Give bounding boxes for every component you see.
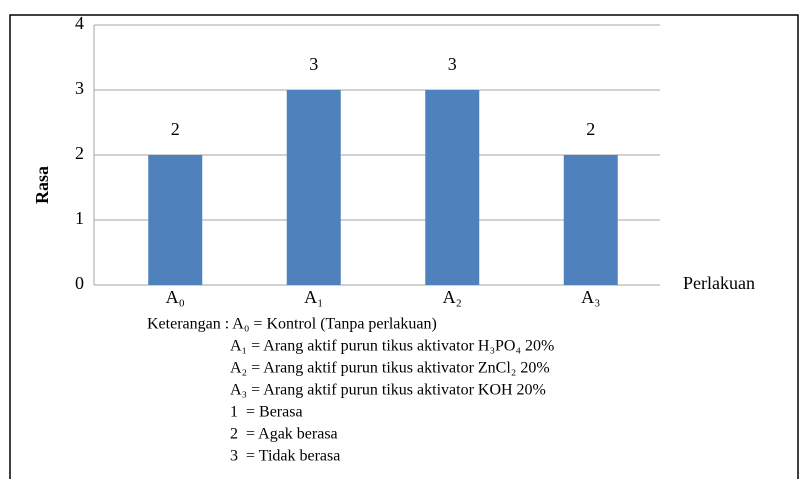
note: A₁ = Arang aktif purun tikus aktivator H… (230, 338, 554, 355)
bar (425, 90, 480, 285)
note: 3 = Tidak berasa (230, 448, 340, 465)
bar (563, 155, 618, 285)
x-tick-label: A₀ (166, 287, 185, 307)
x-tick-label: A₃ (581, 287, 600, 307)
note: A₃ = Arang aktif purun tikus aktivator K… (230, 382, 546, 399)
note: 1 = Berasa (230, 404, 303, 421)
y-tick-label: 4 (75, 13, 84, 33)
data-label: 3 (309, 54, 318, 74)
data-label: 2 (586, 119, 595, 139)
y-tick-label: 2 (75, 143, 84, 163)
x-axis-label: Perlakuan (683, 273, 755, 293)
y-axis-label: Rasa (32, 166, 52, 204)
data-label: 3 (448, 54, 457, 74)
note: Keterangan : A₀ = Kontrol (Tanpa perlaku… (147, 316, 437, 333)
bar (286, 90, 341, 285)
note: A₂ = Arang aktif purun tikus aktivator Z… (230, 360, 550, 377)
y-tick-label: 0 (75, 273, 84, 293)
bar (148, 155, 203, 285)
frame (9, 14, 799, 479)
data-label: 2 (171, 119, 180, 139)
note: 2 = Agak berasa (230, 426, 338, 443)
y-tick-label: 1 (75, 208, 84, 228)
y-tick-label: 3 (75, 78, 84, 98)
x-tick-label: A₂ (443, 287, 462, 307)
x-tick-label: A₁ (304, 287, 323, 307)
